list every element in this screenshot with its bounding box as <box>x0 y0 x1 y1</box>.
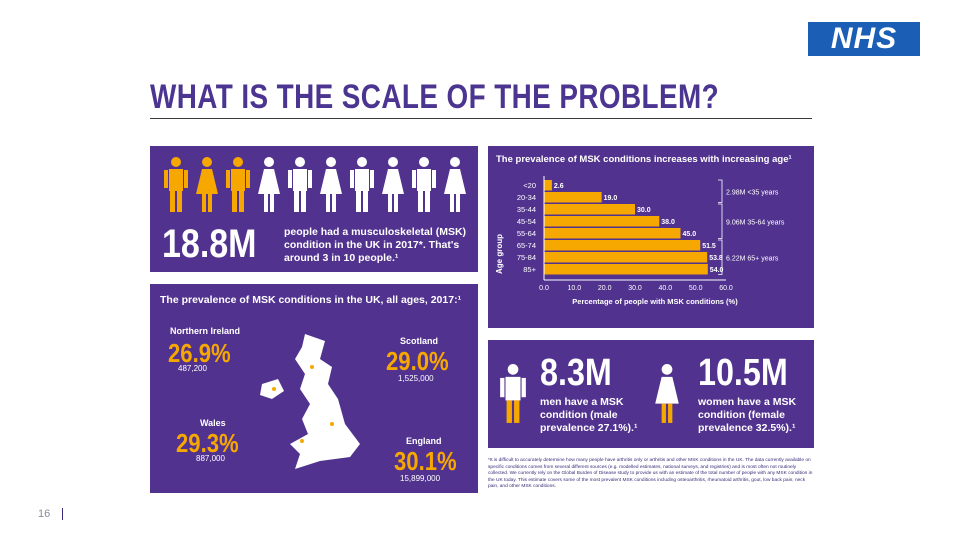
age-tick-label: 45-54 <box>517 217 536 226</box>
region-pct-england: 30.1% <box>394 446 457 476</box>
bracket-line <box>718 203 723 239</box>
bracket-line <box>718 239 723 275</box>
total-prevalence-panel: 18.8M people had a musculoskeletal (MSK)… <box>150 146 478 272</box>
age-bar <box>544 180 552 191</box>
bar-value-label: 45.0 <box>683 231 697 238</box>
region-pct-wales: 29.3% <box>176 428 239 458</box>
age-tick-label: 55-64 <box>517 229 536 238</box>
bracket-label: 9.06M 35-64 years <box>726 219 785 226</box>
man-icon <box>350 157 374 212</box>
region-pop-scotland: 1,525,000 <box>398 374 434 383</box>
region-label-scotland: Scotland <box>400 336 439 346</box>
x-tick-label: 10.0 <box>568 285 582 292</box>
age-prevalence-panel: The prevalence of MSK conditions increas… <box>488 146 814 328</box>
region-pct-northern-ireland: 26.9% <box>168 338 231 368</box>
map-title: The prevalence of MSK conditions in the … <box>160 294 462 306</box>
page-title: WHAT IS THE SCALE OF THE PROBLEM? <box>150 78 720 116</box>
age-tick-label: 20-34 <box>517 193 536 202</box>
men-msk-number: 8.3M <box>540 352 612 394</box>
man-icon <box>500 364 526 423</box>
page-number-divider <box>62 508 63 520</box>
region-pop-wales: 887,000 <box>196 454 225 463</box>
bar-value-label: 53.8 <box>709 255 723 262</box>
age-tick-label: 35-44 <box>517 205 536 214</box>
region-label-northern-ireland: Northern Ireland <box>170 326 241 336</box>
region-label-england: England <box>406 436 442 446</box>
uk-map-panel: The prevalence of MSK conditions in the … <box>150 284 478 493</box>
bracket-label: 2.98M <35 years <box>726 189 779 196</box>
uk-map-icon <box>260 334 360 469</box>
age-bar <box>544 252 708 263</box>
age-bar <box>544 216 660 227</box>
x-tick-label: 50.0 <box>689 285 703 292</box>
woman-icon <box>382 157 404 212</box>
age-bar <box>544 264 708 275</box>
age-tick-label: <20 <box>523 181 536 190</box>
bar-value-label: 2.6 <box>554 183 564 190</box>
age-tick-label: 65-74 <box>517 241 536 250</box>
page-number: 16 <box>38 508 51 520</box>
woman-icon <box>655 364 679 423</box>
woman-icon <box>444 157 466 212</box>
age-bar <box>544 204 635 215</box>
title-rule <box>150 118 812 119</box>
x-axis-label: Percentage of people with MSK conditions… <box>572 297 738 306</box>
women-msk-number: 10.5M <box>698 352 788 394</box>
man-icon <box>288 157 312 212</box>
bar-value-label: 19.0 <box>604 195 618 202</box>
bar-value-label: 30.0 <box>637 207 651 214</box>
man-icon <box>226 157 250 212</box>
woman-icon <box>196 157 218 212</box>
bracket-line <box>718 179 723 203</box>
women-msk-description: women have a MSK condition (female preva… <box>698 396 797 434</box>
x-tick-label: 60.0 <box>719 285 733 292</box>
age-chart-title: The prevalence of MSK conditions increas… <box>496 154 792 165</box>
age-bar <box>544 192 602 203</box>
y-axis-label: Age group <box>495 234 504 274</box>
age-tick-label: 75-84 <box>517 253 536 262</box>
nhs-logo: NHS <box>808 22 920 56</box>
x-tick-label: 0.0 <box>539 285 549 292</box>
x-tick-label: 20.0 <box>598 285 612 292</box>
bar-value-label: 51.5 <box>702 243 716 250</box>
bracket-label: 6.22M 65+ years <box>726 255 779 262</box>
age-bar-chart: Age group <20 2.6 20-34 19.0 35-44 30.0 45-54 38… <box>495 176 785 306</box>
age-bar <box>544 240 701 251</box>
total-msk-number: 18.8M <box>162 222 257 266</box>
age-bar <box>544 228 681 239</box>
woman-icon <box>258 157 280 212</box>
x-tick-label: 40.0 <box>659 285 673 292</box>
woman-icon <box>320 157 342 212</box>
man-icon <box>412 157 436 212</box>
man-icon <box>164 157 188 212</box>
bar-value-label: 38.0 <box>661 219 675 226</box>
people-icon-row <box>162 156 469 214</box>
men-msk-description: men have a MSK condition (male prevalenc… <box>540 396 638 434</box>
bar-value-label: 54.0 <box>710 267 724 274</box>
region-pct-scotland: 29.0% <box>386 346 449 376</box>
age-tick-label: 85+ <box>523 265 536 274</box>
gender-panel: 8.3M men have a MSK condition (male prev… <box>488 340 814 448</box>
region-label-wales: Wales <box>200 418 226 428</box>
region-pop-northern-ireland: 487,200 <box>178 364 207 373</box>
x-tick-label: 30.0 <box>628 285 642 292</box>
region-pop-england: 15,899,000 <box>400 474 441 483</box>
disclaimer-text: *It is difficult to accurately determine… <box>488 458 813 489</box>
total-msk-description: people had a musculoskeletal (MSK) condi… <box>284 226 467 264</box>
